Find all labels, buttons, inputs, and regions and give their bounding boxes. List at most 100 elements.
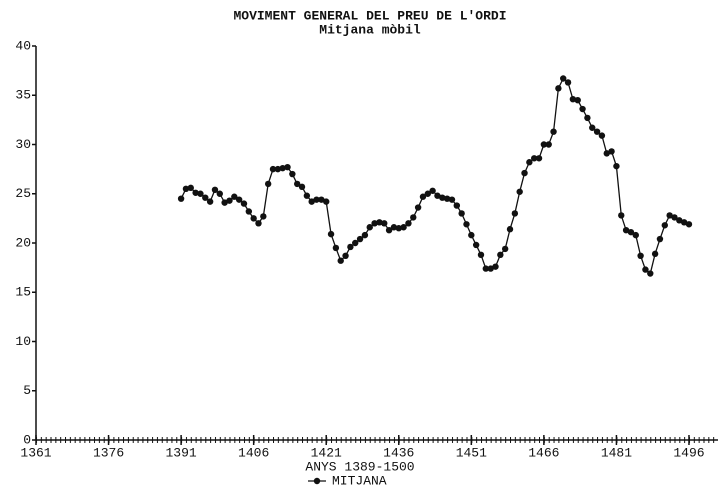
x-tick-label: 1451 xyxy=(456,445,487,460)
data-point xyxy=(647,270,654,277)
minor-ticks xyxy=(36,437,718,443)
legend-marker xyxy=(313,477,321,485)
data-point xyxy=(410,214,417,221)
data-point xyxy=(589,124,596,131)
data-point xyxy=(289,170,296,178)
data-point xyxy=(400,224,407,231)
data-point xyxy=(608,148,615,155)
data-point xyxy=(342,252,349,260)
data-point xyxy=(318,196,325,203)
data-point xyxy=(598,132,606,139)
data-point xyxy=(279,164,286,172)
data-point xyxy=(492,263,499,270)
data-point xyxy=(206,198,214,205)
data-point xyxy=(192,189,199,196)
data-point xyxy=(255,220,262,227)
data-point xyxy=(414,204,422,211)
data-point xyxy=(381,220,388,227)
y-tick-label: 35 xyxy=(15,88,31,103)
data-point xyxy=(202,194,209,201)
data-point xyxy=(419,193,427,200)
x-tick-label: 1421 xyxy=(311,445,342,460)
x-tick-label: 1481 xyxy=(601,445,632,460)
data-point xyxy=(676,217,683,224)
data-point xyxy=(264,180,272,188)
x-tick-label: 1436 xyxy=(383,445,414,460)
data-point xyxy=(356,235,364,243)
data-point xyxy=(564,79,572,86)
data-point xyxy=(511,210,519,217)
data-point xyxy=(666,212,673,219)
data-point xyxy=(298,183,306,191)
data-point xyxy=(235,196,243,203)
data-point xyxy=(603,150,610,157)
data-point xyxy=(593,128,601,135)
data-point xyxy=(530,155,538,162)
data-point xyxy=(327,230,335,238)
data-point xyxy=(216,190,224,197)
x-tick-label: 1376 xyxy=(93,445,124,460)
data-point xyxy=(376,219,383,226)
data-point xyxy=(182,185,190,193)
data-point xyxy=(211,186,219,194)
data-point xyxy=(443,195,451,202)
data-point xyxy=(622,226,630,234)
y-tick-label: 5 xyxy=(23,383,31,398)
data-point xyxy=(424,190,431,197)
data-point xyxy=(187,184,194,192)
data-point xyxy=(250,215,257,222)
chart-title: MOVIMENT GENERAL DEL PREU DE L'ORDI xyxy=(233,8,506,23)
data-point xyxy=(661,222,668,229)
data-point xyxy=(637,252,644,260)
data-point xyxy=(506,226,514,233)
data-point xyxy=(579,105,586,113)
data-point xyxy=(390,224,398,231)
data-point xyxy=(671,214,678,221)
data-point xyxy=(303,192,311,199)
y-tick-label: 30 xyxy=(15,137,31,152)
data-point xyxy=(584,114,591,122)
data-point xyxy=(361,231,369,239)
legend-label: MITJANA xyxy=(332,473,387,488)
data-point xyxy=(468,231,475,239)
data-point xyxy=(535,155,543,162)
data-point xyxy=(618,212,625,219)
data-point xyxy=(221,199,228,206)
data-point xyxy=(482,265,490,272)
data-point xyxy=(555,85,562,92)
data-point xyxy=(284,163,291,171)
data-point xyxy=(458,210,465,217)
data-point xyxy=(627,228,635,236)
x-tick-label: 1361 xyxy=(20,445,51,460)
y-tick-label: 20 xyxy=(15,235,31,250)
data-point xyxy=(385,226,393,234)
data-point xyxy=(274,165,282,173)
data-point xyxy=(463,221,470,228)
y-tick-label: 25 xyxy=(15,186,31,201)
data-point xyxy=(516,188,523,195)
data-point xyxy=(574,96,581,104)
data-point xyxy=(313,196,320,203)
data-point xyxy=(308,198,315,205)
data-point xyxy=(337,257,344,264)
x-tick-label: 1466 xyxy=(528,445,559,460)
data-point xyxy=(429,187,436,194)
data-point xyxy=(323,198,330,205)
data-point xyxy=(453,202,461,209)
data-point xyxy=(231,193,238,200)
data-point xyxy=(521,169,528,177)
data-point xyxy=(395,225,402,232)
x-tick-label: 1496 xyxy=(673,445,704,460)
data-point xyxy=(472,241,480,249)
series-line xyxy=(180,77,690,275)
data-point xyxy=(651,250,659,258)
data-point xyxy=(448,196,456,203)
data-point xyxy=(545,141,552,148)
data-point xyxy=(569,95,577,103)
data-point xyxy=(347,243,354,251)
data-point xyxy=(501,245,509,253)
data-point xyxy=(439,194,446,201)
data-point xyxy=(656,235,664,243)
data-point xyxy=(366,224,373,231)
